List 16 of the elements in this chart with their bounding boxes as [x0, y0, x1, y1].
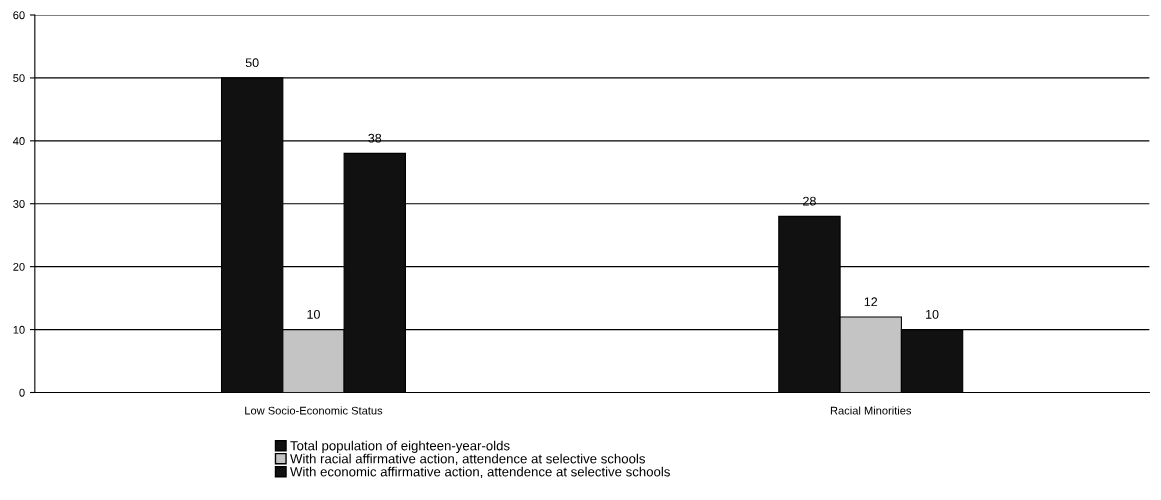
y-tick-label: 20	[13, 262, 25, 271]
data-label: 50	[245, 58, 259, 68]
legend-label: With economic affirmative action, attendence at selective schools	[290, 466, 670, 478]
x-tick-label: Racial Minorities	[830, 406, 912, 415]
y-tick-label: 30	[13, 200, 25, 208]
y-tick-label: 60	[13, 11, 25, 20]
y-tick-label: 0	[19, 388, 25, 397]
y-tick-label: 10	[13, 325, 25, 334]
legend-label: Total population of eighteen-year-olds	[290, 440, 510, 453]
y-tick-label: 50	[13, 74, 25, 83]
x-tick-label: Low Socio-Economic Status	[245, 406, 383, 415]
data-label: 10	[926, 309, 939, 319]
data-label: 12	[864, 297, 878, 307]
legend-label: With racial affirmative action, attendence at selective schools	[290, 453, 645, 465]
data-label: 10	[307, 309, 320, 319]
y-tick-label: 40	[13, 137, 25, 145]
